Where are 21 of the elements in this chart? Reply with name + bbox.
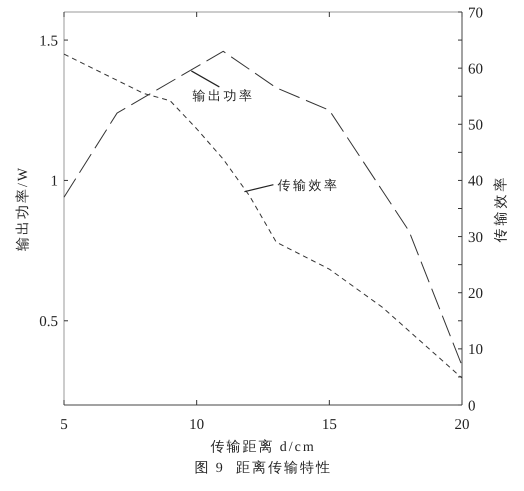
y2-tick-label: 30 — [468, 230, 483, 246]
x-tick-label: 10 — [189, 417, 204, 433]
y-axis-title: 输出功率/W — [14, 166, 31, 252]
y2-tick-label: 60 — [468, 61, 483, 78]
y2-tick-label: 50 — [468, 118, 483, 134]
x-tick-label: 20 — [454, 417, 470, 433]
x-axis-title: 传输距离 d/cm — [210, 439, 316, 455]
y2-tick-label: 40 — [468, 174, 483, 190]
x-tick-label: 15 — [322, 417, 337, 433]
y2-tick-label: 20 — [468, 286, 483, 302]
annotation: 传输效率 — [277, 178, 340, 193]
text: 图 9 距离传输特性 — [194, 460, 332, 476]
x-tick-label: 5 — [60, 417, 68, 433]
y2-tick-label: 70 — [468, 5, 483, 22]
y2-axis-title: 传输效率 — [492, 174, 509, 242]
annotation: 输出功率 — [192, 88, 254, 103]
y-tick-label: 1 — [50, 174, 58, 190]
y2-tick-label: 10 — [468, 342, 483, 358]
y-tick-label: 0.5 — [39, 314, 58, 330]
y-tick-label: 1.5 — [39, 33, 58, 50]
y2-tick-label: 0 — [468, 398, 476, 414]
